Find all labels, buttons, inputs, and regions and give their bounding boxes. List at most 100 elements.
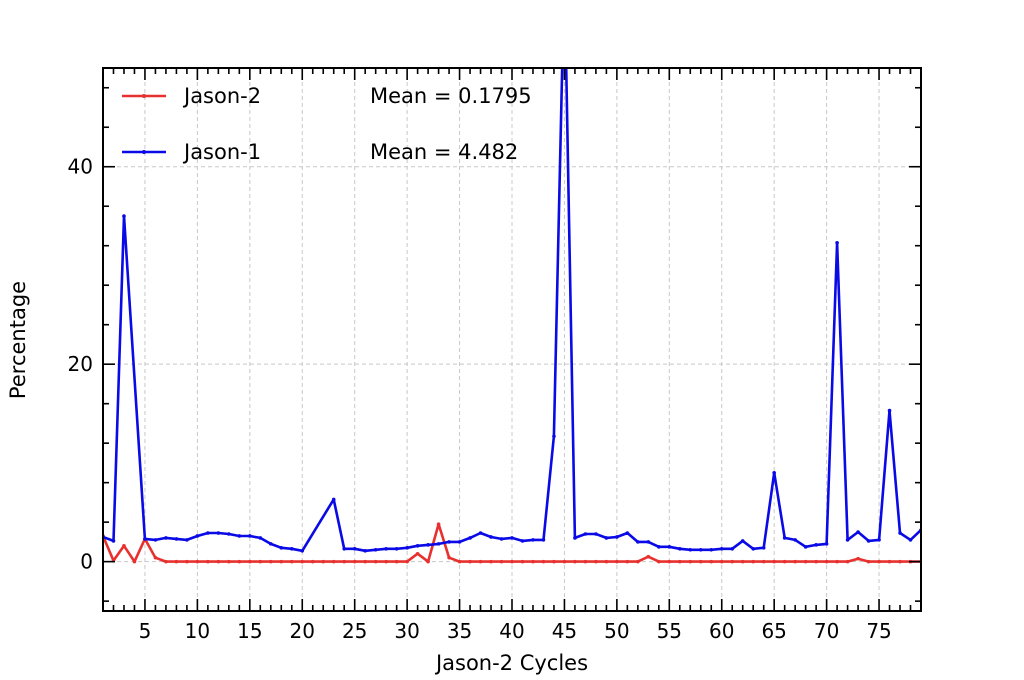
x-tick-label: 45 xyxy=(552,619,577,643)
jason-2-point xyxy=(520,559,525,564)
jason-1-point xyxy=(447,540,451,544)
jason-1-point xyxy=(111,539,116,543)
jason-2-point xyxy=(877,559,881,564)
jason-2-point xyxy=(636,559,640,564)
jason-2-point xyxy=(289,559,294,564)
jason-1-point xyxy=(772,470,776,475)
jason-2-point xyxy=(814,559,818,564)
jason-2-point xyxy=(185,559,189,564)
jason-1-point xyxy=(761,546,766,550)
jason-1-point xyxy=(866,539,871,543)
jason-1-point xyxy=(248,534,252,538)
jason-2-point xyxy=(646,554,651,559)
x-tick-label: 5 xyxy=(139,619,152,643)
jason-2-point xyxy=(604,559,609,564)
jason-1-point xyxy=(573,536,577,540)
jason-2-point xyxy=(132,559,137,564)
jason-1-point xyxy=(541,538,546,542)
jason-2-point xyxy=(594,559,598,564)
legend-label-jason-1: Jason-1 xyxy=(182,140,261,164)
jason-1-point xyxy=(373,547,378,552)
jason-1-point xyxy=(688,547,693,552)
jason-1-point xyxy=(164,536,168,540)
jason-1-point xyxy=(625,531,630,535)
jason-2-point xyxy=(510,559,514,564)
jason-2-point xyxy=(279,559,284,564)
jason-2-point xyxy=(709,559,714,564)
jason-2-point xyxy=(657,559,661,564)
jason-1-line xyxy=(103,68,921,553)
jason-2-point xyxy=(447,555,451,560)
y-tick-label: 0 xyxy=(80,550,93,574)
jason-1-point xyxy=(730,547,735,551)
jason-2-point xyxy=(426,559,430,564)
jason-1-point xyxy=(227,532,231,536)
jason-2-point xyxy=(478,559,483,564)
jason-2-point xyxy=(698,559,703,564)
x-tick-label: 20 xyxy=(290,619,315,643)
jason-2-point xyxy=(331,559,336,564)
x-tick-label: 40 xyxy=(499,619,524,643)
jason-2-point xyxy=(824,559,829,564)
jason-2-point xyxy=(751,559,756,564)
jason-2-point xyxy=(667,559,672,564)
jason-2-point xyxy=(122,544,126,548)
jason-1-point xyxy=(405,546,409,550)
jason-1-point xyxy=(258,536,263,540)
jason-1-point xyxy=(143,537,147,541)
jason-1-point xyxy=(478,531,483,535)
x-tick-label: 25 xyxy=(342,619,367,643)
jason-2-point xyxy=(248,559,252,564)
x-tick-label: 55 xyxy=(657,619,682,643)
jason-1-point xyxy=(426,543,430,547)
jason-1-point xyxy=(677,547,682,551)
jason-2-point xyxy=(552,559,556,564)
jason-2-point xyxy=(321,559,326,564)
jason-2-point xyxy=(615,559,619,564)
jason-2-point xyxy=(761,559,766,564)
jason-1-point xyxy=(709,547,714,552)
jason-2-point xyxy=(866,559,871,564)
legend-mean-jason-1: Mean = 4.482 xyxy=(370,140,518,164)
jason-2-point xyxy=(206,559,210,564)
x-tick-label: 70 xyxy=(814,619,839,643)
jason-1-point xyxy=(216,531,221,535)
jason-2-point xyxy=(573,559,577,564)
jason-1-point xyxy=(646,540,651,544)
jason-1-point xyxy=(342,547,347,551)
jason-1-point xyxy=(594,532,598,536)
jason-1-point xyxy=(279,546,284,550)
jason-2-point xyxy=(489,559,493,564)
jason-1-point xyxy=(300,548,305,553)
jason-2-point xyxy=(531,559,535,564)
jason-2-point xyxy=(363,559,367,564)
jason-1-point xyxy=(499,537,504,541)
jason-2-point xyxy=(541,559,546,564)
jason-2-point xyxy=(793,559,797,564)
jason-2-point xyxy=(887,559,892,564)
jason-1-point xyxy=(384,547,388,551)
tick-labels: 5 10 15 20 25 30 35 40 45 50 55 60 65 70 75 0 20 40 xyxy=(68,155,892,643)
x-axis-title: Jason-2 Cycles xyxy=(434,651,588,675)
jason-2-point xyxy=(457,559,462,564)
jason-1-point xyxy=(793,538,797,542)
jason-1-point xyxy=(289,547,294,551)
jason-1-point xyxy=(510,536,514,540)
jason-1-point xyxy=(468,536,472,540)
legend-marker-jason-2 xyxy=(142,94,146,98)
axis-ticks xyxy=(102,68,922,611)
jason-2-point xyxy=(583,559,588,564)
jason-1-point xyxy=(877,538,881,542)
jason-2-point xyxy=(562,559,567,564)
jason-2-point xyxy=(174,559,179,564)
jason-1-point xyxy=(153,538,158,542)
jason-2-point xyxy=(342,559,347,564)
legend-marker-jason-1 xyxy=(142,150,146,154)
y-tick-label: 40 xyxy=(68,155,93,179)
jason-1-point xyxy=(698,547,703,552)
jason-2-point xyxy=(195,559,200,564)
jason-1-point xyxy=(415,544,420,548)
x-tick-label: 65 xyxy=(761,619,786,643)
jason-2-point xyxy=(803,559,808,564)
